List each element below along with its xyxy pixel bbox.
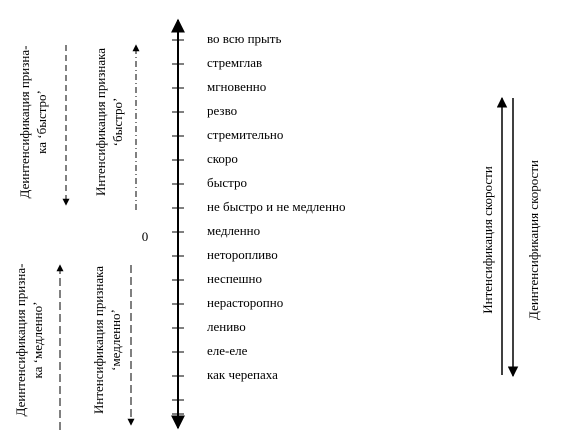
label: Деинтенсификация призна- [13, 264, 28, 417]
scale-item: неспешно [207, 271, 262, 286]
scale-item: во всю прыть [207, 31, 281, 46]
scale-item: медленно [207, 223, 260, 238]
label: Интенсификация признака [91, 266, 106, 414]
scale-item: быстро [207, 175, 247, 190]
label-group: Интенсификация признака ‘медленно’ [91, 266, 123, 414]
label: Интенсификация скорости [480, 166, 495, 314]
scale-item: неторопливо [207, 247, 278, 262]
label: Интенсификация признака [93, 48, 108, 196]
label: ка ‘быстро’ [34, 90, 49, 154]
label-group: Деинтенсификация призна- ка ‘быстро’ [17, 46, 49, 199]
scale-item: стремительно [207, 127, 283, 142]
scale-items: во всю прыть стремглав мгновенно резво стрем… [172, 31, 345, 415]
label: ‘быстро’ [110, 98, 125, 147]
label: ‘медленно’ [108, 309, 123, 371]
scale-item: лениво [207, 319, 246, 334]
zero-label: 0 [142, 229, 149, 244]
label-group: Деинтенсификация призна- ка ‘медленно’ [13, 264, 45, 417]
label: ка ‘медленно’ [30, 302, 45, 379]
label: Деинтенсификация скорости [526, 160, 541, 320]
scale-item: мгновенно [207, 79, 266, 94]
scale-item: стремглав [207, 55, 262, 70]
scale-item: скоро [207, 151, 238, 166]
scale-item: нерасторопно [207, 295, 283, 310]
scale-item: еле-еле [207, 343, 248, 358]
scale-item: резво [207, 103, 237, 118]
label: Деинтенсификация призна- [17, 46, 32, 199]
scale-item: не быстро и не медленно [207, 199, 345, 214]
label-group: Интенсификация признака ‘быстро’ [93, 48, 125, 196]
scale-item: как черепаха [207, 367, 278, 382]
